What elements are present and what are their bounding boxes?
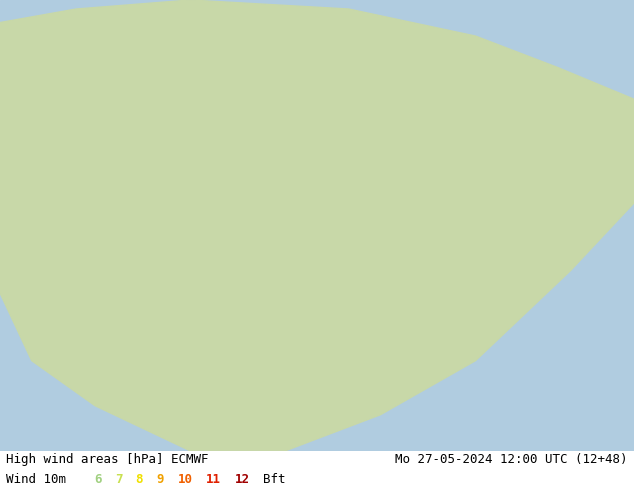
Text: High wind areas [hPa] ECMWF: High wind areas [hPa] ECMWF (6, 453, 209, 466)
Text: 11: 11 (206, 473, 221, 486)
Text: 9: 9 (157, 473, 164, 486)
Text: 12: 12 (235, 473, 250, 486)
Text: 6: 6 (94, 473, 101, 486)
Text: 8: 8 (136, 473, 143, 486)
Text: 10: 10 (178, 473, 193, 486)
Text: Wind 10m: Wind 10m (6, 473, 67, 486)
Polygon shape (0, 0, 634, 451)
Text: Bft: Bft (263, 473, 285, 486)
Text: 7: 7 (115, 473, 122, 486)
Text: Mo 27-05-2024 12:00 UTC (12+48): Mo 27-05-2024 12:00 UTC (12+48) (395, 453, 628, 466)
